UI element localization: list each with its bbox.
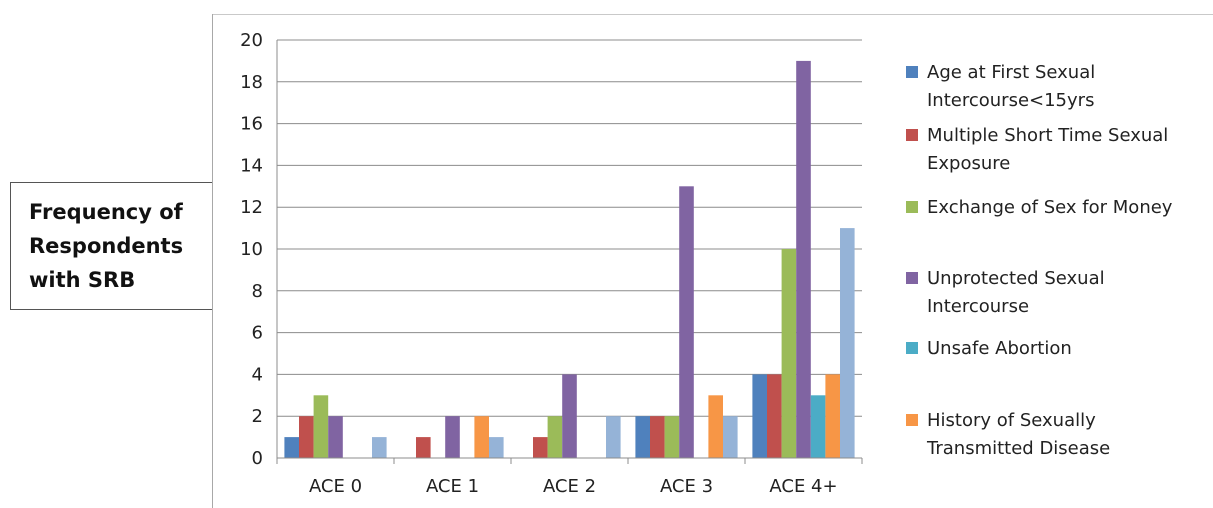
y-axis-label-line-1: Frequency of: [29, 200, 183, 224]
legend-entry-text: Multiple Short Time Sexual: [927, 125, 1168, 146]
legend-swatch: [906, 272, 918, 284]
y-tick-labels: 0 2 4 6 8 10 12 14 16 18 20: [240, 30, 263, 469]
x-tick-label: ACE 4+: [769, 476, 837, 497]
y-axis-label-line-3: with SRB: [29, 268, 136, 292]
frame-top-border: [212, 14, 1213, 15]
legend-entry-text: History of Sexually: [927, 410, 1096, 431]
bar: [810, 395, 826, 458]
legend-entry-text: Transmitted Disease: [926, 438, 1110, 459]
bar: [299, 416, 314, 458]
legend-swatch: [906, 201, 918, 213]
legend-entry-text: Age at First Sexual: [927, 62, 1095, 83]
bar: [708, 395, 723, 458]
x-tick-label: ACE 3: [660, 476, 713, 497]
bar: [313, 395, 329, 458]
legend-entry-text: Intercourse<15yrs: [927, 90, 1094, 111]
x-tick-label: ACE 2: [543, 476, 596, 497]
bar: [606, 416, 621, 458]
bar: [635, 416, 650, 458]
bar: [489, 437, 504, 458]
bar: [416, 437, 431, 458]
bar: [328, 416, 343, 458]
legend-swatch: [906, 129, 918, 141]
y-axis-label: Frequency of Respondents with SRB: [29, 195, 183, 297]
bar: [825, 374, 840, 458]
bar: [445, 416, 460, 458]
bar: [679, 186, 694, 459]
y-tick-label: 10: [240, 239, 263, 260]
y-tick-label: 6: [252, 323, 263, 344]
bar: [650, 416, 665, 458]
legend-swatch: [906, 414, 918, 426]
bar: [781, 249, 797, 458]
y-axis-label-box: Frequency of Respondents with SRB: [10, 182, 212, 310]
bar: [752, 374, 767, 458]
y-tick-label: 20: [240, 30, 263, 51]
legend: Age at First Sexual Intercourse<15yrs Mult…: [906, 62, 1173, 459]
bar: [796, 60, 811, 459]
bar: [562, 374, 577, 458]
bar: [284, 437, 299, 458]
y-tick-label: 4: [252, 364, 263, 385]
legend-swatch: [906, 342, 918, 354]
bars: [284, 60, 855, 459]
y-tick-label: 12: [240, 197, 263, 218]
legend-entry-text: Unsafe Abortion: [927, 338, 1072, 359]
gridlines: [277, 39, 862, 417]
frame-left-border: [212, 14, 213, 508]
legend-entry-text: Exposure: [927, 153, 1010, 174]
bar: [474, 416, 489, 458]
legend-entry-text: Exchange of Sex for Money: [927, 197, 1173, 218]
bar: [723, 416, 738, 458]
legend-swatch: [906, 66, 918, 78]
bar: [767, 374, 782, 458]
x-tick-label: ACE 0: [309, 476, 362, 497]
y-tick-label: 2: [252, 406, 263, 427]
y-tick-label: 18: [240, 72, 263, 93]
y-tick-label: 8: [252, 281, 263, 302]
y-tick-label: 0: [252, 448, 263, 469]
legend-entry-text: Unprotected Sexual: [927, 268, 1105, 289]
y-tick-label: 14: [240, 155, 263, 176]
y-axis-label-line-2: Respondents: [29, 234, 184, 258]
bar: [547, 416, 563, 458]
x-tick-labels: ACE 0 ACE 1 ACE 2 ACE 3 ACE 4+: [309, 476, 838, 497]
bar: [840, 228, 855, 458]
bar: [664, 416, 680, 458]
y-tick-label: 16: [240, 114, 263, 135]
axes: [276, 40, 863, 464]
bar: [372, 437, 387, 458]
legend-entry-text: Intercourse: [927, 296, 1029, 317]
x-tick-label: ACE 1: [426, 476, 479, 497]
bar: [533, 437, 548, 458]
